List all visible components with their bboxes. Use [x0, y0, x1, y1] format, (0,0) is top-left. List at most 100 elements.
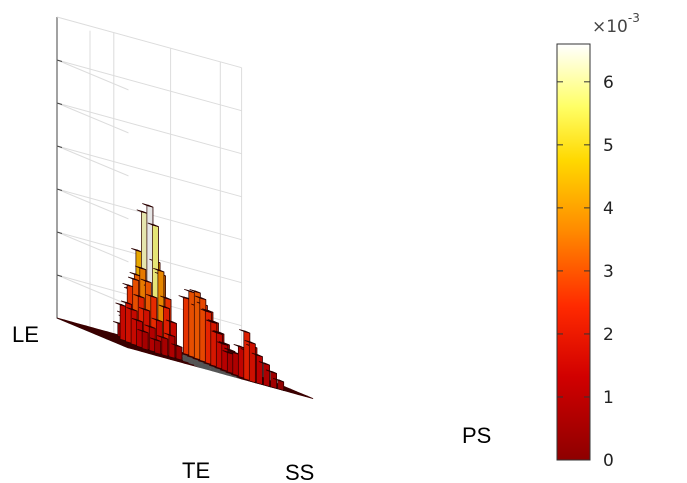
- axis-label-ss: SS: [285, 460, 314, 483]
- bars-layer: [113, 203, 285, 392]
- bar-top: [158, 304, 170, 309]
- grid-line: [56, 102, 242, 155]
- bar-top: [157, 335, 168, 340]
- bar-top: [127, 276, 139, 281]
- bar-front: [182, 297, 190, 356]
- bar-front: [193, 290, 201, 361]
- bar-top: [217, 341, 228, 346]
- bar-front: [175, 345, 183, 361]
- z-tick: [56, 102, 63, 105]
- colorbar-tick-label: 1: [603, 388, 614, 408]
- bar-top: [206, 319, 217, 324]
- bar: [244, 340, 256, 384]
- bar-top: [144, 324, 156, 329]
- bar-front: [161, 336, 169, 357]
- bar-front: [136, 319, 143, 349]
- bar-top: [147, 222, 159, 227]
- bar-top: [195, 295, 206, 300]
- bar-top: [133, 294, 145, 299]
- bar: [120, 300, 132, 344]
- bar-front: [204, 310, 212, 365]
- bar-front: [130, 308, 138, 346]
- bar-front: [119, 304, 127, 342]
- bar: [200, 308, 212, 365]
- bar-top: [160, 295, 172, 301]
- bar: [164, 332, 176, 359]
- bar-front: [188, 290, 196, 358]
- bar-front: [226, 352, 234, 374]
- z-tick: [56, 231, 63, 234]
- bar-top: [126, 307, 138, 312]
- bar-top: [200, 308, 212, 314]
- bar: [239, 329, 251, 381]
- colorbar-exponent-base: ×10: [592, 17, 628, 37]
- z-tick: [56, 188, 63, 191]
- colorbar-tick-label: 2: [603, 325, 614, 345]
- bar-top: [151, 317, 163, 323]
- grid-line: [56, 145, 242, 198]
- bar-front: [237, 345, 245, 379]
- bar: [171, 343, 183, 361]
- bar: [206, 319, 218, 368]
- colorbar-gradient: [556, 43, 591, 461]
- z-tick: [56, 145, 63, 148]
- bar-front: [248, 341, 256, 384]
- z-tick: [56, 274, 63, 277]
- bar-top: [272, 377, 284, 383]
- bar-top: [135, 265, 146, 271]
- bar-top: [258, 361, 270, 366]
- bar: [195, 295, 207, 363]
- bar-top: [251, 352, 263, 358]
- axis-label-le: LE: [12, 322, 39, 347]
- colorbar-exponent: ×10-3: [592, 11, 640, 37]
- bar: [149, 337, 162, 355]
- z-tick: [56, 59, 63, 62]
- bar: [144, 324, 156, 353]
- bar-front: [270, 371, 277, 389]
- bar-top: [137, 328, 149, 334]
- bar: [233, 344, 245, 379]
- axis-frame: [56, 17, 129, 349]
- bar: [157, 335, 169, 357]
- bar-top: [149, 337, 161, 342]
- bar: [222, 350, 234, 375]
- colorbar-tick-label: 6: [603, 73, 614, 93]
- bar-front: [263, 362, 270, 388]
- bar: [115, 302, 127, 342]
- bar-top: [142, 203, 154, 208]
- bar-top: [164, 332, 176, 338]
- bar-top: [239, 329, 250, 334]
- axis-label-ps: PS: [462, 423, 491, 448]
- floor-tile: [300, 394, 314, 399]
- bar: [265, 369, 277, 390]
- colorbar-tick-label: 3: [603, 262, 614, 282]
- bar-top: [153, 267, 165, 273]
- colorbar-tick-label: 0: [603, 451, 614, 471]
- bar-top: [120, 300, 132, 305]
- bar-top: [146, 293, 157, 299]
- grid-line: [56, 59, 242, 112]
- bar-front: [154, 339, 162, 355]
- bar-front: [215, 332, 223, 370]
- bar: [189, 289, 201, 361]
- bar: [272, 377, 285, 392]
- bar-front: [141, 330, 149, 351]
- axis-label-te: TE: [182, 458, 210, 483]
- bar: [131, 318, 143, 349]
- colorbar-tick-label: 4: [603, 199, 614, 219]
- bar-front: [199, 297, 207, 363]
- bar-top: [140, 278, 152, 284]
- bar-top: [138, 307, 150, 312]
- axes-box: [56, 16, 243, 369]
- bar-top: [189, 289, 201, 294]
- grid-line: [56, 16, 242, 69]
- colorbar-exponent-power: -3: [628, 11, 640, 25]
- bar-top: [131, 318, 143, 323]
- bar-top: [244, 340, 256, 345]
- bar: [137, 328, 149, 351]
- bar-front: [256, 354, 263, 386]
- bar-front: [232, 352, 240, 377]
- bar-top: [211, 330, 223, 335]
- colorbar-tick-label: 5: [603, 136, 614, 156]
